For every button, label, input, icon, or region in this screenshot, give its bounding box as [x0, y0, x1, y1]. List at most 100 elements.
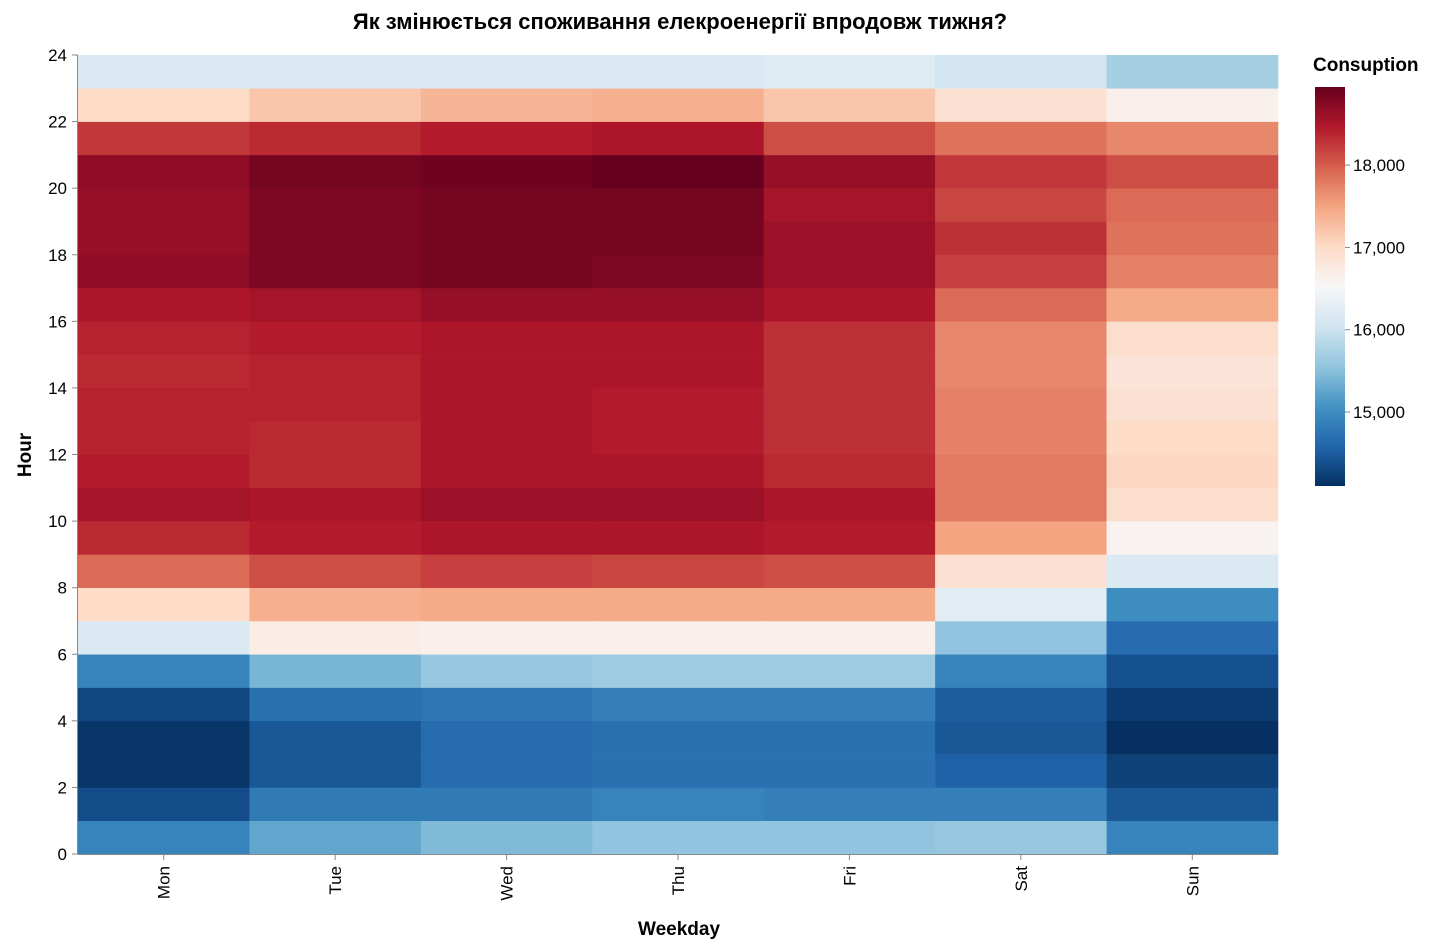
heatmap-cell-fri-3: [763, 720, 936, 755]
heatmap-cell-wed-20: [420, 154, 593, 189]
legend-ticks: 15,000 16,000 17,000 18,000: [1345, 156, 1405, 422]
y-tick-label: 12: [48, 446, 67, 465]
heatmap-cell-sat-1: [935, 787, 1107, 822]
heatmap-cell-sun-0: [1106, 820, 1279, 855]
x-tick-label-mon: Mon: [155, 866, 174, 899]
heatmap-cell-wed-23: [420, 55, 593, 89]
heatmap-cell-sun-4: [1106, 687, 1279, 722]
heatmap-cell-fri-21: [763, 121, 936, 156]
heatmap-cell-wed-5: [420, 654, 593, 688]
heatmap-cell-tue-2: [249, 754, 422, 788]
heatmap-cell-thu-13: [592, 387, 765, 422]
heatmap-cell-tue-11: [249, 454, 422, 489]
heatmap-cell-mon-0: [78, 820, 250, 855]
heatmap-cell-tue-20: [249, 154, 422, 189]
heatmap-cell-sun-20: [1106, 154, 1279, 189]
heatmap-cell-sun-2: [1106, 754, 1279, 788]
legend-title: Consuption: [1313, 55, 1419, 76]
heatmap-cell-thu-21: [592, 121, 765, 156]
heatmap-cell-wed-1: [420, 787, 593, 822]
heatmap-cell-sat-16: [935, 288, 1107, 322]
heatmap-cell-fri-15: [763, 321, 936, 355]
heatmap-cell-fri-17: [763, 254, 936, 289]
y-tick-label: 20: [48, 179, 67, 198]
y-tick-label: 10: [48, 512, 67, 531]
heatmap-cell-mon-7: [78, 587, 250, 622]
heatmap-cell-wed-2: [420, 754, 593, 788]
heatmap-cell-wed-15: [420, 321, 593, 355]
heatmap-cell-tue-14: [249, 354, 422, 389]
heatmap-cell-mon-8: [78, 554, 250, 588]
heatmap-cell-mon-14: [78, 354, 250, 389]
heatmap-cell-mon-13: [78, 387, 250, 422]
heatmap-cell-sun-15: [1106, 321, 1279, 355]
heatmap-cell-sun-19: [1106, 188, 1279, 222]
heatmap-cell-sun-22: [1106, 88, 1279, 122]
heatmap-cell-thu-22: [592, 88, 765, 122]
heatmap-cell-sat-22: [935, 88, 1107, 122]
heatmap-cell-mon-1: [78, 787, 250, 822]
heatmap-cell-wed-3: [420, 720, 593, 755]
heatmap-cell-mon-2: [78, 754, 250, 788]
chart-title: Як змінюється споживання елекроенергії в…: [353, 9, 1007, 34]
heatmap-cell-sun-1: [1106, 787, 1279, 822]
heatmap-cell-wed-18: [420, 221, 593, 256]
heatmap-cell-thu-16: [592, 288, 765, 322]
heatmap-cell-sun-13: [1106, 387, 1279, 422]
heatmap-cell-tue-9: [249, 521, 422, 555]
heatmap-cell-fri-2: [763, 754, 936, 788]
heatmap-cell-sat-19: [935, 188, 1107, 222]
heatmap-cell-tue-10: [249, 487, 422, 522]
heatmap-cell-tue-4: [249, 687, 422, 722]
heatmap-cell-wed-22: [420, 88, 593, 122]
color-legend: Consuption 15,000 16,000 17,000 18,000: [1313, 55, 1419, 486]
heatmap-cell-sun-12: [1106, 421, 1279, 455]
x-axis-title: Weekday: [638, 919, 720, 940]
heatmap-cell-wed-17: [420, 254, 593, 289]
heatmap-cell-mon-3: [78, 720, 250, 755]
heatmap-cell-tue-13: [249, 387, 422, 422]
heatmap-cell-thu-12: [592, 421, 765, 455]
heatmap-cell-thu-3: [592, 720, 765, 755]
heatmap-cell-fri-12: [763, 421, 936, 455]
y-tick-label: 14: [48, 379, 67, 398]
heatmap-cell-sat-0: [935, 820, 1107, 855]
heatmap-cell-wed-9: [420, 521, 593, 555]
heatmap-cell-sun-16: [1106, 288, 1279, 322]
heatmap-cell-sun-11: [1106, 454, 1279, 489]
y-tick-label: 0: [58, 845, 67, 864]
x-tick-label-fri: Fri: [840, 866, 859, 886]
heatmap-cell-sat-7: [935, 587, 1107, 622]
heatmap-cell-wed-19: [420, 188, 593, 222]
heatmap-cell-mon-15: [78, 321, 250, 355]
heatmap-cell-sat-11: [935, 454, 1107, 489]
heatmap-cell-sat-10: [935, 487, 1107, 522]
heatmap-cell-tue-7: [249, 587, 422, 622]
heatmap-cell-mon-18: [78, 221, 250, 256]
heatmap-cell-sat-12: [935, 421, 1107, 455]
x-tick-label-sun: Sun: [1183, 866, 1202, 896]
heatmap-cell-thu-5: [592, 654, 765, 688]
heatmap-cell-tue-6: [249, 620, 422, 655]
heatmap-cell-mon-6: [78, 620, 250, 655]
heatmap-cell-mon-12: [78, 421, 250, 455]
heatmap-cell-tue-22: [249, 88, 422, 122]
heatmap-cell-wed-21: [420, 121, 593, 156]
heatmap-cell-thu-10: [592, 487, 765, 522]
heatmap-cells: [78, 55, 1279, 855]
heatmap-cell-sun-8: [1106, 554, 1279, 588]
heatmap-cell-fri-6: [763, 620, 936, 655]
heatmap-cell-fri-19: [763, 188, 936, 222]
heatmap-cell-mon-20: [78, 154, 250, 189]
heatmap-cell-wed-16: [420, 288, 593, 322]
heatmap-cell-fri-10: [763, 487, 936, 522]
heatmap-cell-tue-16: [249, 288, 422, 322]
heatmap-cell-sat-5: [935, 654, 1107, 688]
heatmap-cell-thu-2: [592, 754, 765, 788]
heatmap-cell-mon-9: [78, 521, 250, 555]
heatmap-cell-fri-7: [763, 587, 936, 622]
heatmap-cell-tue-0: [249, 820, 422, 855]
heatmap-cell-thu-18: [592, 221, 765, 256]
heatmap-cell-wed-6: [420, 620, 593, 655]
heatmap-cell-thu-20: [592, 154, 765, 189]
